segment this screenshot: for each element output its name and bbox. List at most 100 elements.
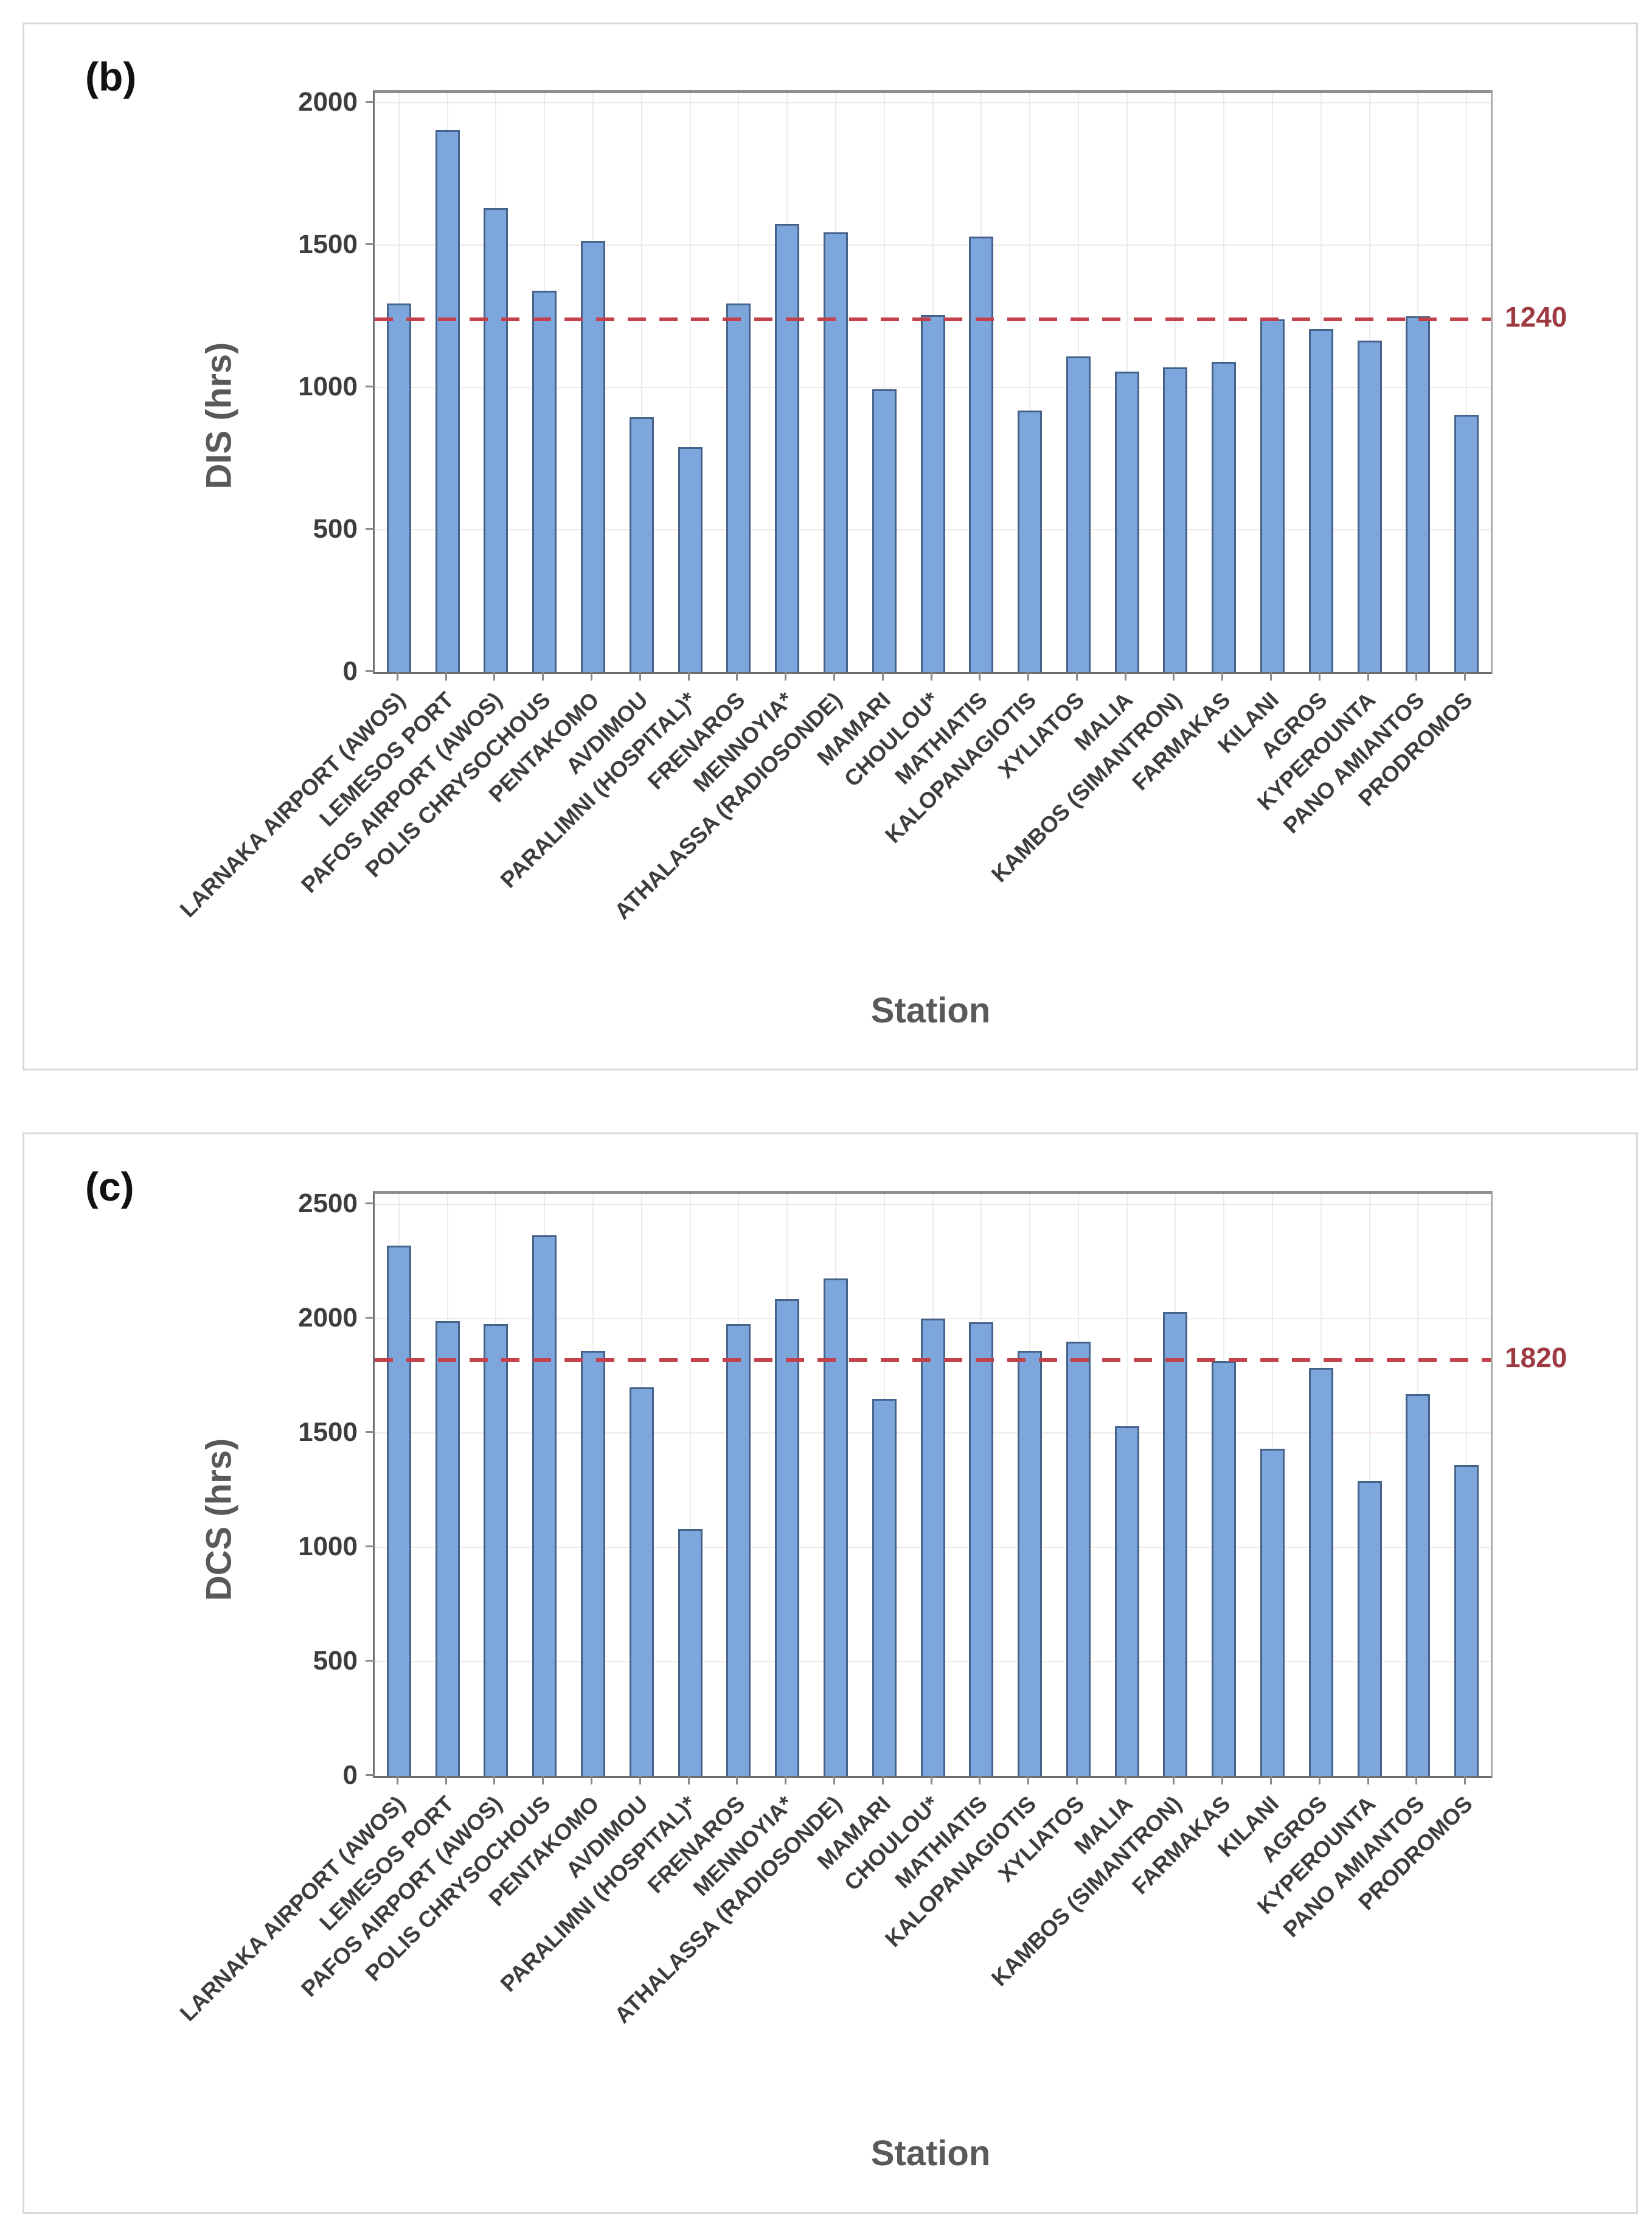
x-tick-mark (542, 1776, 544, 1784)
bar-kyperounta[interactable] (1358, 341, 1382, 672)
bar-polis-chrysochous[interactable] (532, 291, 557, 672)
bar-agros[interactable] (1309, 329, 1333, 672)
panel-c: (c) DCS (hrs) Station 1820 0 500 1000 1500 20… (23, 1132, 1638, 2214)
y-tick-mark (366, 386, 374, 387)
bar-frenaros[interactable] (726, 1324, 751, 1776)
vertical-gridline (883, 93, 885, 672)
bar-kalopanagiotis[interactable] (1018, 411, 1042, 672)
bar-malia[interactable] (1115, 372, 1139, 672)
bar-agros[interactable] (1309, 1368, 1333, 1776)
x-tick-mark (1464, 1776, 1466, 1784)
bar-mathiatis[interactable] (969, 1322, 993, 1776)
horizontal-gridline (375, 1203, 1491, 1205)
bar-farmakas[interactable] (1212, 362, 1236, 672)
horizontal-gridline (375, 244, 1491, 246)
bar-larnaka-airport-awos-[interactable] (387, 1246, 411, 1776)
x-tick-mark (1125, 1776, 1126, 1784)
y-tick-label: 0 (342, 1760, 358, 1790)
bar-frenaros[interactable] (726, 303, 751, 672)
bar-mathiatis[interactable] (969, 237, 993, 672)
x-tick-mark (542, 672, 544, 681)
bar-kilani[interactable] (1260, 1449, 1285, 1776)
x-tick-mark (493, 1776, 495, 1784)
reference-value-label: 1820 (1505, 1342, 1567, 1373)
y-tick-label: 1500 (298, 1417, 358, 1447)
bar-xyliatos[interactable] (1066, 356, 1091, 672)
bar-avdimou[interactable] (630, 417, 654, 672)
bar-kambos-simantron-[interactable] (1163, 367, 1187, 672)
bar-mennoyia-[interactable] (775, 1299, 799, 1776)
reference-line (375, 1358, 1491, 1362)
panel-b-plot-area (373, 90, 1493, 674)
x-tick-mark (639, 672, 641, 681)
bar-paralimni-hospital-[interactable] (678, 1529, 703, 1776)
vertical-gridline (689, 1194, 691, 1776)
bar-athalassa-radiosonde-[interactable] (824, 232, 848, 672)
x-tick-mark (833, 672, 835, 681)
y-tick-mark (366, 670, 374, 672)
y-tick-label: 1000 (298, 1531, 358, 1561)
bar-polis-chrysochous[interactable] (532, 1235, 557, 1776)
bar-pafos-airport-awos-[interactable] (484, 1324, 508, 1776)
x-tick-mark (1270, 1776, 1272, 1784)
bar-lemesos-port[interactable] (436, 130, 460, 672)
x-tick-mark (591, 1776, 592, 1784)
bar-choulou-[interactable] (921, 315, 945, 672)
bar-mamari[interactable] (872, 1399, 897, 1776)
bar-prodromos[interactable] (1454, 1465, 1479, 1776)
bar-lemesos-port[interactable] (436, 1321, 460, 1776)
bar-pano-amiantos[interactable] (1406, 1394, 1430, 1776)
bar-avdimou[interactable] (630, 1387, 654, 1776)
x-tick-mark (931, 672, 932, 681)
bar-athalassa-radiosonde-[interactable] (824, 1278, 848, 1776)
bar-pafos-airport-awos-[interactable] (484, 208, 508, 672)
x-tick-mark (1173, 1776, 1175, 1784)
x-tick-mark (1173, 672, 1175, 681)
x-tick-label: PAFOS AIRPORT (AWOS) (296, 1791, 507, 2002)
x-tick-mark (591, 672, 592, 681)
y-tick-label: 500 (313, 1646, 358, 1676)
bar-larnaka-airport-awos-[interactable] (387, 303, 411, 672)
panel-b-x-axis-title: Station (870, 991, 991, 1030)
y-tick-mark (366, 1317, 374, 1319)
horizontal-gridline (375, 1317, 1491, 1319)
bar-choulou-[interactable] (921, 1319, 945, 1776)
bar-mennoyia-[interactable] (775, 224, 799, 672)
x-tick-mark (445, 1776, 447, 1784)
x-tick-mark (397, 672, 398, 681)
y-tick-mark (366, 1202, 374, 1204)
y-tick-mark (366, 528, 374, 530)
x-tick-mark (639, 1776, 641, 1784)
x-tick-mark (1027, 1776, 1029, 1784)
x-tick-mark (785, 672, 786, 681)
x-tick-mark (493, 672, 495, 681)
y-tick-mark (366, 101, 374, 103)
x-tick-mark (1076, 672, 1078, 681)
bar-mamari[interactable] (872, 389, 897, 672)
x-tick-mark (1221, 1776, 1223, 1784)
bar-xyliatos[interactable] (1066, 1342, 1091, 1776)
x-tick-mark (736, 672, 738, 681)
bar-pentakomo[interactable] (581, 1351, 605, 1776)
bar-kalopanagiotis[interactable] (1018, 1351, 1042, 1776)
bar-kyperounta[interactable] (1358, 1481, 1382, 1776)
bar-kambos-simantron-[interactable] (1163, 1312, 1187, 1776)
x-tick-mark (1367, 672, 1369, 681)
bar-prodromos[interactable] (1454, 415, 1479, 672)
x-tick-mark (931, 1776, 932, 1784)
x-tick-mark (1415, 1776, 1417, 1784)
bar-paralimni-hospital-[interactable] (678, 447, 703, 672)
x-tick-mark (1027, 672, 1029, 681)
bar-farmakas[interactable] (1212, 1361, 1236, 1776)
bar-kilani[interactable] (1260, 319, 1285, 672)
y-tick-label: 0 (342, 656, 358, 686)
bar-pentakomo[interactable] (581, 241, 605, 672)
vertical-gridline (1466, 93, 1468, 672)
bar-malia[interactable] (1115, 1426, 1139, 1776)
bar-pano-amiantos[interactable] (1406, 316, 1430, 672)
panel-c-y-axis-title: DCS (hrs) (199, 1438, 239, 1601)
y-tick-mark (366, 1774, 374, 1776)
panel-b-label: (b) (85, 54, 137, 99)
x-tick-mark (445, 672, 447, 681)
